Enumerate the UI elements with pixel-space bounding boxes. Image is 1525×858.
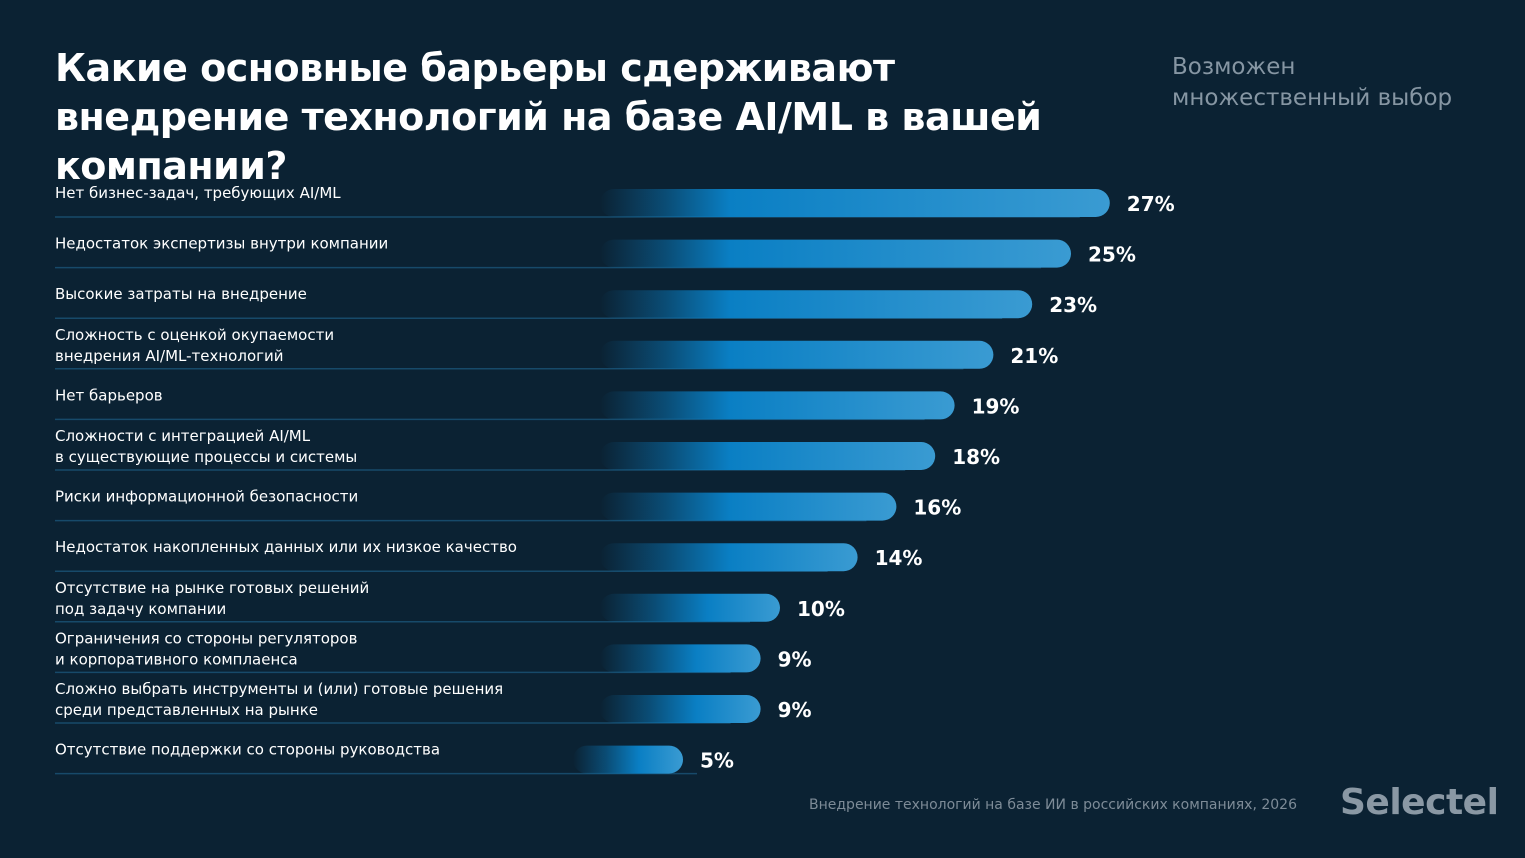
category-label: Недостаток экспертизы внутри компании [55, 235, 388, 253]
bar-row: Отсутствие на рынке готовых решений под з… [55, 579, 845, 623]
source-caption: Внедрение технологий на базе ИИ в россий… [809, 797, 1297, 813]
bar-row: Сложность с оценкой окупаемости внедрения… [55, 326, 1058, 370]
value-label: 9% [778, 647, 812, 671]
category-label: Отсутствие поддержки со стороны руководс… [55, 741, 440, 759]
bar-row: Нет бизнес-задач, требующих AI/ML 27% [55, 184, 1175, 218]
bar [600, 543, 858, 572]
multiple-choice-note: Возможен множественный выбор [1172, 54, 1453, 111]
bar-row: Сложности с интеграцией AI/ML в существую… [55, 427, 1000, 471]
category-label: Недостаток накопленных данных или их низ… [55, 538, 517, 556]
bar-row: Ограничения со стороны регуляторов и корп… [55, 629, 812, 674]
value-label: 5% [700, 749, 734, 773]
bar-row: Сложно выбрать инструменты и (или) готов… [55, 680, 812, 724]
category-label: и корпоративного комплаенса [55, 650, 298, 668]
value-label: 9% [778, 698, 812, 722]
bar-row: Высокие затраты на внедрение 23% [55, 285, 1097, 319]
bar [573, 745, 683, 774]
bar [600, 593, 780, 622]
bar-row: Отсутствие поддержки со стороны руководс… [55, 741, 734, 775]
value-label: 16% [913, 496, 961, 520]
chart-title: Какие основные барьеры сдерживают внедре… [55, 46, 1042, 188]
value-label: 18% [952, 445, 1000, 469]
bar [600, 239, 1071, 268]
category-label: Риски информационной безопасности [55, 488, 358, 506]
bar [600, 442, 936, 470]
value-label: 14% [875, 546, 923, 570]
bar [600, 391, 955, 420]
category-label: среди представленных на рынке [55, 701, 318, 719]
value-label: 10% [797, 597, 845, 621]
bar [600, 290, 1033, 319]
selectel-logo: Selectel [1340, 782, 1499, 823]
category-label: Сложности с интеграцией AI/ML [55, 427, 311, 445]
value-label: 27% [1127, 192, 1175, 216]
category-label: Сложность с оценкой окупаемости [55, 326, 334, 344]
bar [600, 492, 897, 521]
category-label: внедрения AI/ML-технологий [55, 347, 284, 365]
bar-row: Риски информационной безопасности 16% [55, 488, 961, 522]
category-label: Высокие затраты на внедрение [55, 285, 307, 303]
value-label: 23% [1049, 293, 1097, 317]
category-label: Нет бизнес-задач, требующих AI/ML [55, 184, 341, 202]
bar [600, 189, 1110, 217]
value-label: 25% [1088, 243, 1136, 267]
bar [600, 644, 761, 673]
bar-row: Недостаток экспертизы внутри компании 25% [55, 235, 1136, 269]
value-label: 19% [972, 394, 1020, 418]
category-label: Сложно выбрать инструменты и (или) готов… [55, 680, 503, 698]
category-label: в существующие процессы и системы [55, 448, 357, 466]
bar-row: Недостаток накопленных данных или их низ… [55, 538, 923, 572]
bar [600, 695, 761, 723]
bar [600, 340, 994, 369]
category-label: Отсутствие на рынке готовых решений [55, 579, 369, 597]
category-label: под задачу компании [55, 600, 226, 618]
value-label: 21% [1010, 344, 1058, 368]
category-label: Нет барьеров [55, 386, 163, 404]
category-label: Ограничения со стороны регуляторов [55, 629, 357, 647]
bar-row: Нет барьеров 19% [55, 386, 1020, 421]
